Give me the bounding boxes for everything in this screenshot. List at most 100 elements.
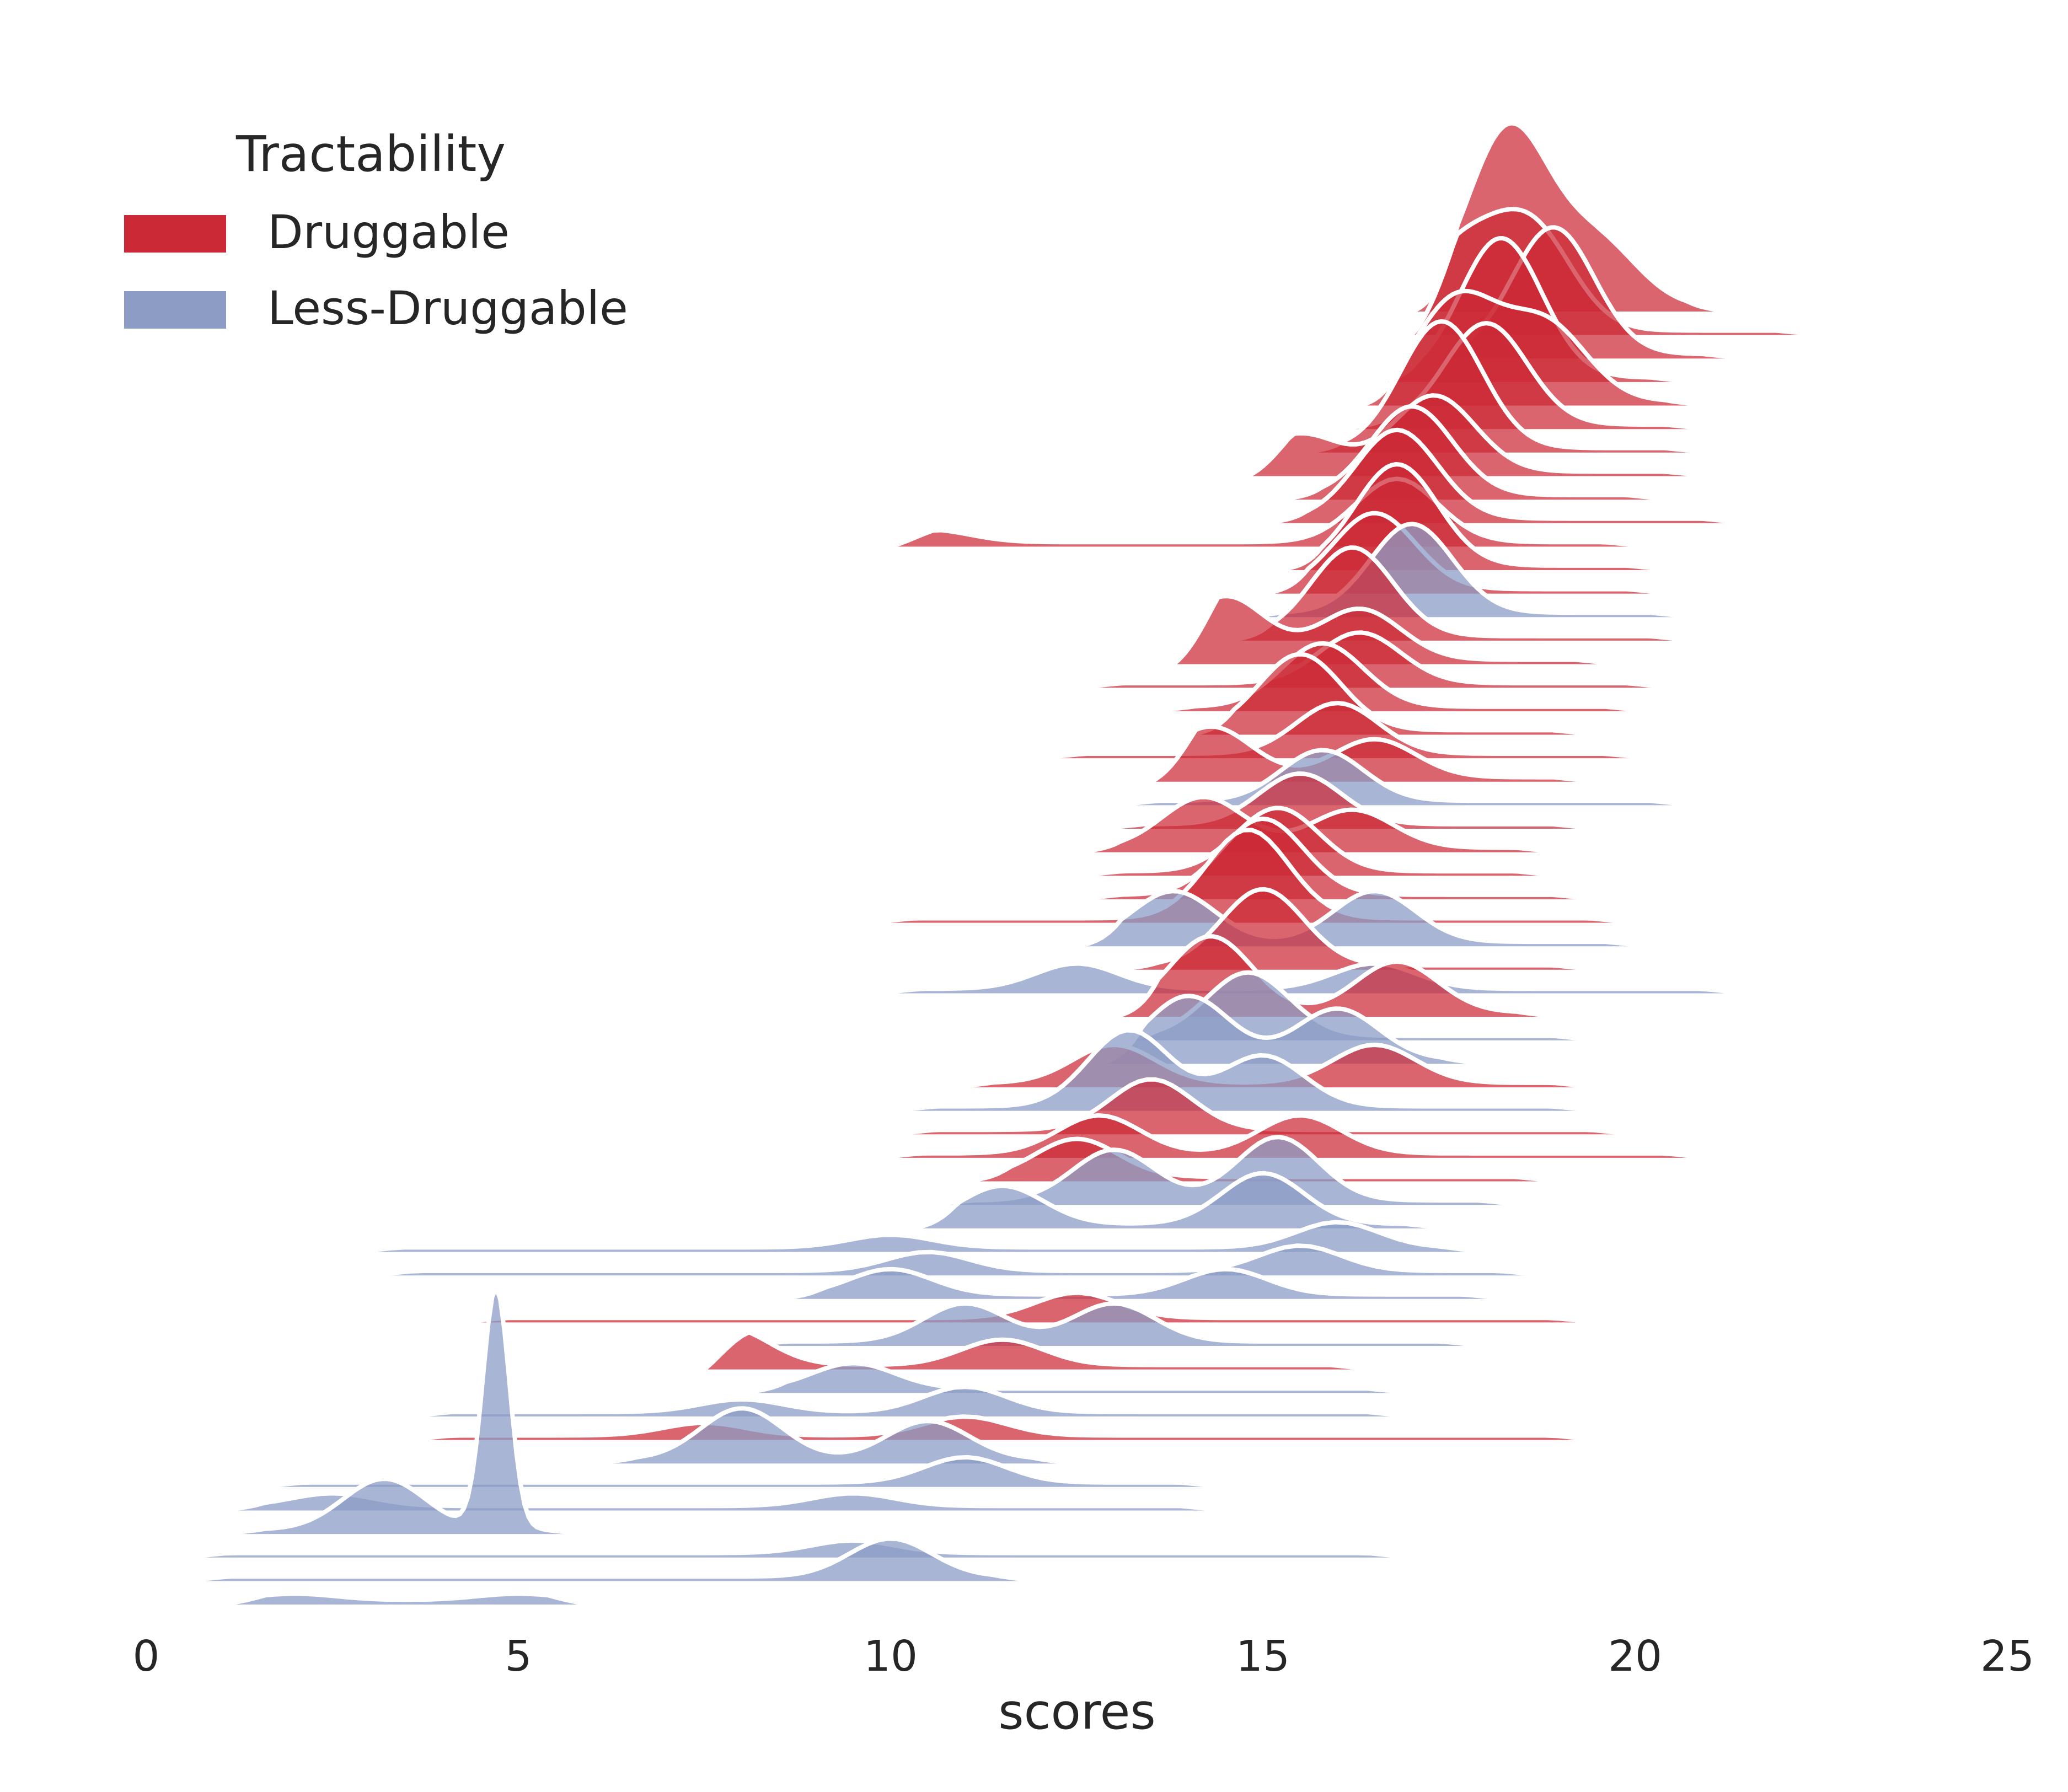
ridge-druggable	[1172, 594, 1621, 667]
ridge-outline	[220, 1285, 586, 1537]
ridge-outline	[741, 1361, 1412, 1396]
ridge-outline	[406, 1384, 1412, 1419]
ridge-less-druggable	[369, 1243, 1546, 1278]
ridge-area	[928, 1137, 1524, 1205]
ridge-outline	[1076, 795, 1561, 855]
ridge-area	[779, 1269, 1509, 1299]
ridge-outline	[1262, 427, 1747, 525]
x-tick-label: 20	[1608, 1632, 1662, 1681]
ridge-area	[221, 1287, 586, 1535]
ridge-druggable	[1150, 724, 1598, 784]
ridge-area	[369, 1246, 1546, 1276]
ridge-area	[742, 1363, 1412, 1393]
legend-entries: Druggable Less-Druggable	[124, 205, 628, 335]
legend-title: Tractability	[235, 125, 506, 183]
x-axis-ticks: 0 5 10 15 20 25	[133, 1632, 2034, 1681]
ridge-outline	[1076, 806, 1561, 878]
ridge-outline	[183, 1536, 1040, 1584]
ridge-druggable	[458, 1290, 1598, 1325]
legend: Tractability Druggable Less-Druggable	[124, 125, 628, 335]
ridge-outline	[1151, 641, 1651, 713]
ridge-outline	[1225, 545, 1695, 643]
ridge-druggable	[1076, 806, 1561, 878]
ridge-area	[1040, 703, 1650, 759]
ridge-druggable	[1076, 630, 1673, 690]
legend-label: Less-Druggable	[267, 281, 628, 335]
ridge-druggable	[868, 828, 1636, 925]
ridge-area	[742, 1303, 1486, 1346]
ridge-less-druggable	[741, 1361, 1412, 1396]
x-axis-label: scores	[998, 1683, 1156, 1740]
ridge-outline	[890, 1028, 1598, 1113]
ridge-outline	[354, 1220, 1487, 1254]
ridge-less-druggable	[875, 961, 1747, 996]
legend-label: Druggable	[267, 205, 510, 259]
ridge-outline	[912, 1171, 1449, 1231]
ridge-outline	[183, 1538, 1412, 1560]
ridge-outline	[779, 1267, 1509, 1301]
ridges-layer	[183, 121, 1821, 1607]
x-tick-label: 5	[505, 1632, 532, 1681]
ridge-less-druggable	[258, 1455, 1226, 1489]
legend-swatch	[124, 215, 226, 253]
ridge-less-druggable	[890, 1028, 1598, 1113]
ridge-less-druggable	[183, 1538, 1412, 1560]
ridge-druggable	[1076, 795, 1561, 855]
ridge-area	[1076, 797, 1561, 852]
ridge-area	[1076, 632, 1673, 688]
ridge-outline	[1277, 462, 1673, 572]
ridge-outline	[1188, 652, 1598, 737]
ridge-less-druggable	[741, 1301, 1487, 1348]
ridge-outline	[1039, 701, 1651, 761]
ridge-less-druggable	[220, 1591, 593, 1607]
ridge-outline	[1277, 404, 1673, 502]
ridge-outline	[875, 1113, 1710, 1160]
ridge-outline	[1076, 630, 1673, 690]
ridge-outline	[369, 1243, 1546, 1278]
ridge-area	[258, 1457, 1226, 1487]
ridge-outline	[406, 1414, 1598, 1442]
ridge-area	[183, 1538, 1040, 1581]
ridge-outline	[258, 1455, 1226, 1489]
x-tick-label: 25	[1980, 1632, 2034, 1681]
ridge-outline	[1359, 288, 1710, 408]
ridge-area	[1076, 808, 1561, 876]
ridge-outline	[1411, 121, 1732, 314]
ridge-outline	[875, 961, 1747, 996]
ridge-area	[1151, 726, 1598, 782]
ridge-outline	[1076, 889, 1651, 949]
ridge-druggable	[1039, 701, 1651, 761]
ridge-less-druggable	[183, 1536, 1040, 1584]
ridge-outline	[890, 476, 1651, 549]
legend-swatch	[124, 291, 226, 329]
ridge-area	[1188, 654, 1598, 735]
ridge-less-druggable	[779, 1267, 1509, 1301]
ridge-druggable	[406, 1414, 1598, 1442]
ridge-outline	[868, 828, 1636, 925]
ridge-druggable	[1188, 652, 1598, 737]
ridge-outline	[1098, 994, 1487, 1066]
ridge-outline	[1150, 724, 1598, 784]
x-tick-label: 15	[1236, 1632, 1290, 1681]
ridge-outline	[592, 1406, 1077, 1466]
ridge-less-druggable	[592, 1406, 1077, 1466]
ridge-area	[704, 1332, 1375, 1370]
ridge-outline	[1172, 594, 1621, 667]
ridge-outline	[1300, 319, 1710, 455]
ridge-outline	[1113, 934, 1561, 1020]
ridge-druggable	[703, 1330, 1375, 1372]
ridge-outline	[458, 1290, 1598, 1325]
ridge-outline	[1247, 393, 1710, 479]
ridge-outline	[703, 1330, 1375, 1372]
ridge-outline	[220, 1591, 593, 1607]
ridge-less-druggable	[220, 1285, 586, 1537]
ridge-outline	[741, 1301, 1487, 1348]
x-tick-label: 10	[864, 1632, 918, 1681]
ridge-area	[891, 479, 1650, 547]
ridge-area	[868, 830, 1635, 923]
ridge-area	[593, 1408, 1077, 1464]
ridge-area	[876, 963, 1747, 994]
ridge-area	[913, 1173, 1449, 1228]
ridge-less-druggable	[912, 1171, 1449, 1231]
